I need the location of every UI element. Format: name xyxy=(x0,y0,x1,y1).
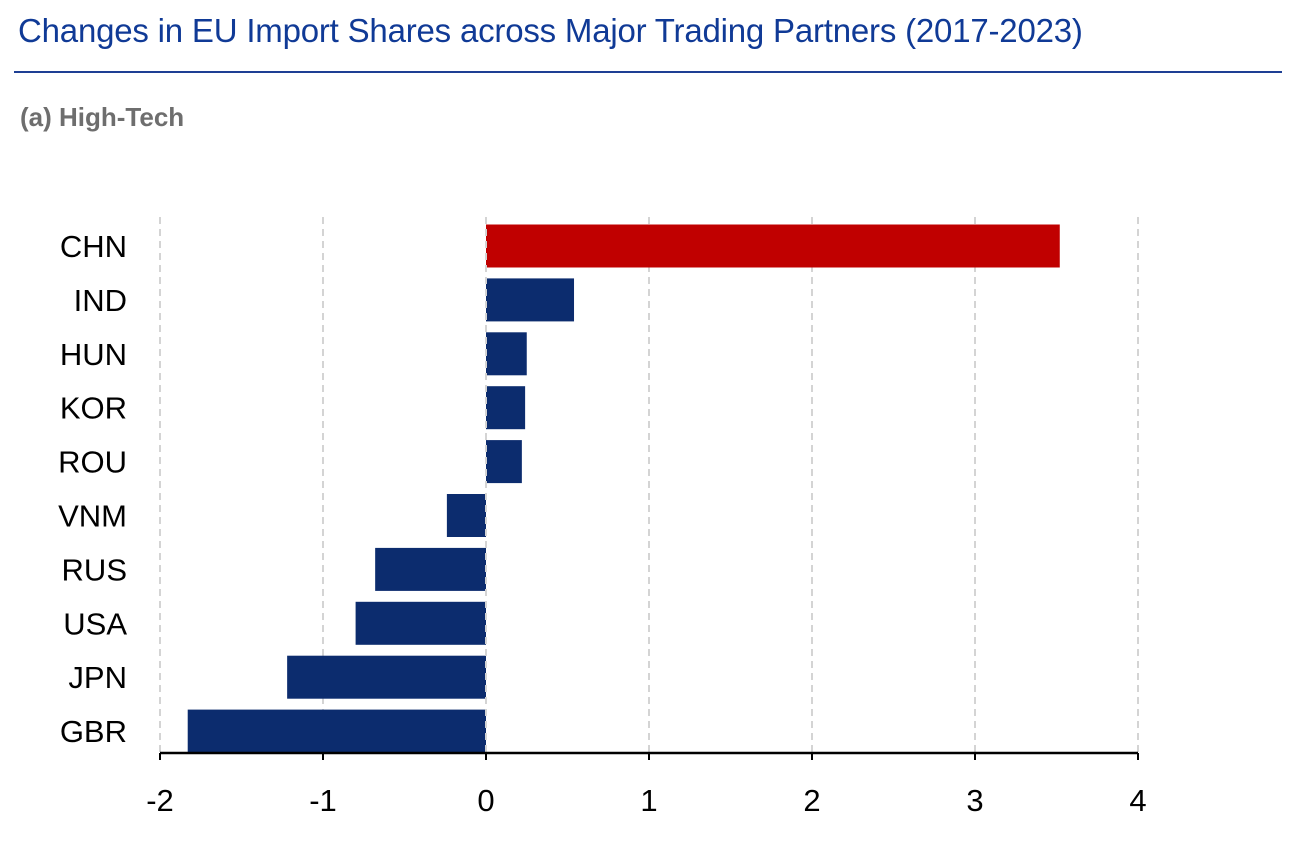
grid-lines xyxy=(159,217,1139,753)
bar-vnm xyxy=(446,494,486,537)
category-labels: CHN IND HUN KOR ROU VNM RUS USA JPN GBR xyxy=(58,229,127,749)
x-axis xyxy=(159,751,1139,760)
bar-rou xyxy=(486,440,522,484)
bar-chn xyxy=(486,224,1060,268)
bar-rus xyxy=(375,547,486,591)
category-label-ind: IND xyxy=(74,283,127,318)
x-tick-label-2: 2 xyxy=(803,783,820,818)
x-tick-label-1: 1 xyxy=(640,783,657,818)
chart-subtitle: (a) High-Tech xyxy=(20,102,185,132)
tick-labels: -2 -1 0 1 2 3 4 xyxy=(146,783,1146,818)
title-divider xyxy=(14,71,1282,73)
bar-usa xyxy=(355,601,486,645)
chart-title: Changes in EU Import Shares across Major… xyxy=(18,12,1083,49)
x-tick-label-3: 3 xyxy=(966,783,983,818)
bar-gbr xyxy=(187,709,486,753)
category-label-hun: HUN xyxy=(60,337,127,372)
category-label-vnm: VNM xyxy=(58,499,127,534)
category-label-rus: RUS xyxy=(62,552,127,587)
bars xyxy=(187,224,1060,753)
x-tick-label-4: 4 xyxy=(1129,783,1146,818)
x-tick-label--1: -1 xyxy=(309,783,337,818)
x-tick-label-0: 0 xyxy=(477,783,494,818)
bar-jpn xyxy=(287,655,486,699)
category-label-chn: CHN xyxy=(60,229,127,264)
category-label-kor: KOR xyxy=(60,391,127,426)
category-label-rou: ROU xyxy=(58,445,127,480)
bar-ind xyxy=(486,278,575,322)
category-label-usa: USA xyxy=(63,606,127,641)
category-label-jpn: JPN xyxy=(68,660,127,695)
category-label-gbr: GBR xyxy=(60,714,127,749)
bar-hun xyxy=(486,332,527,376)
bar-kor xyxy=(486,386,526,430)
x-tick-label--2: -2 xyxy=(146,783,174,818)
